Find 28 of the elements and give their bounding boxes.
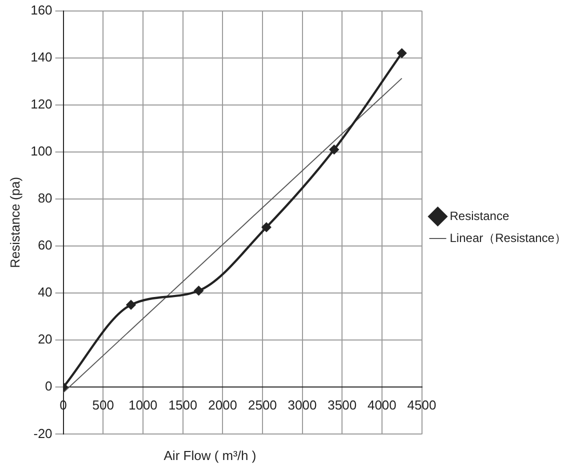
- point: [397, 48, 406, 58]
- y-axis-title: Resistance (pa): [7, 176, 22, 268]
- x-axis-title: Air Flow ( m³/h ): [162, 448, 258, 463]
- x-tick-label: 1500: [168, 398, 198, 413]
- point: [262, 222, 272, 232]
- y-tick-label: 0: [45, 378, 52, 394]
- y-tick-label: -20: [33, 426, 52, 441]
- x-tick-label: 4000: [367, 398, 396, 413]
- legend-label: Resistance: [450, 208, 510, 223]
- y-tick-label: 140: [30, 49, 52, 64]
- point: [194, 286, 204, 296]
- legend-label: Linear（Resistance）: [450, 230, 561, 245]
- x-tick-label: 2000: [208, 398, 238, 413]
- x-tick-label: 2500: [248, 398, 277, 413]
- y-tick-label: 60: [38, 238, 52, 253]
- x-tick-label: 4500: [407, 398, 436, 413]
- point: [126, 300, 136, 310]
- y-tick-label: 100: [30, 144, 52, 159]
- y-tick-label: 160: [30, 2, 52, 18]
- x-tick-label: 3000: [288, 398, 317, 413]
- y-tick-label: 120: [30, 96, 52, 112]
- y-tick-label: 20: [38, 332, 52, 347]
- x-tick-label: 3500: [328, 398, 357, 413]
- x-tick-label: 1000: [128, 398, 158, 413]
- y-tick-label: 80: [38, 190, 52, 206]
- x-tick-label: 500: [92, 398, 114, 413]
- point: [330, 144, 339, 154]
- y-tick-label: 40: [38, 284, 52, 300]
